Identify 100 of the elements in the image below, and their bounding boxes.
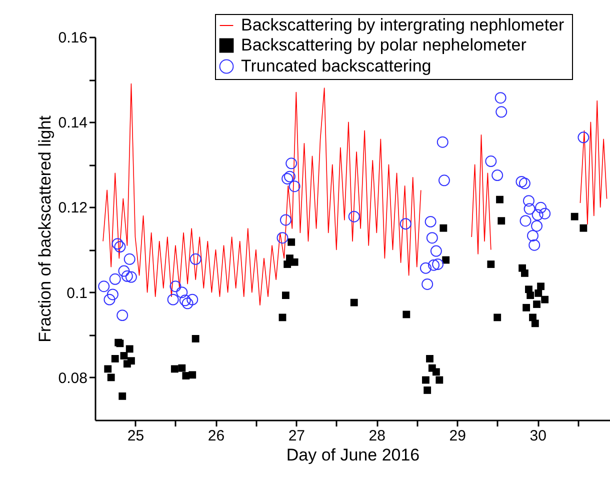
x-tick-label: 29 [449,428,466,444]
point [111,355,119,362]
point [424,386,432,394]
point [348,210,360,222]
point [531,320,539,328]
point [432,368,440,376]
point [436,376,444,384]
point [534,289,542,297]
point [430,245,442,257]
point [170,365,178,373]
point [118,265,130,277]
point [107,374,115,382]
point [288,238,296,246]
point [186,294,198,306]
point [537,282,545,290]
point [432,258,444,270]
point [104,365,112,373]
point [520,269,528,277]
point [109,273,121,285]
point [528,239,540,251]
point [170,280,182,292]
point [494,314,502,322]
point [121,270,133,282]
point [428,259,440,271]
point [426,232,438,244]
y-tick-label: 0.1 [66,284,88,302]
point [487,260,495,268]
point [492,170,504,182]
point [276,232,288,244]
x-axis-title: Day of June 2016 [286,446,420,464]
point [438,174,450,186]
point [442,256,450,264]
point [531,220,543,232]
point [282,292,290,300]
y-tick-label: 0.14 [58,114,88,132]
point [539,208,551,220]
point [118,392,126,400]
y-axis-title: Fraction of backscattered light [35,115,54,342]
point [124,253,136,265]
point [126,345,134,353]
legend-label: Truncated backscattering [241,56,432,76]
point [522,195,534,207]
point [278,314,286,322]
legend-label: Backscattering by intergrating nephlometer [241,16,565,34]
point [192,335,200,342]
point [496,106,508,118]
point [422,278,434,290]
point [400,218,412,230]
point [104,294,116,306]
point [128,357,135,365]
x-tick-label: 28 [368,428,386,444]
point [350,298,358,306]
point [520,215,532,227]
point [526,292,534,300]
y-tick-label: 0.12 [58,200,88,217]
point [179,294,191,306]
point [112,238,124,250]
point [402,310,410,318]
point [518,178,530,190]
point [106,288,118,300]
point [570,212,578,220]
point [440,224,448,232]
point [532,209,544,221]
point [436,136,448,148]
point [522,304,530,312]
point [524,203,536,215]
point [496,196,504,204]
point [426,355,434,362]
point [98,280,110,292]
point [578,132,590,144]
point [494,92,506,104]
point [541,296,549,304]
point [280,214,292,226]
point [516,176,528,188]
point [290,258,298,266]
point [190,253,202,265]
point [580,224,588,232]
point [533,300,540,308]
point [188,371,196,379]
y-tick-label: 0.08 [58,370,88,387]
point [420,262,432,274]
x-tick-label: 25 [127,428,144,444]
point [176,286,188,298]
y-tick-label: 0.16 [58,30,88,46]
point [114,241,126,253]
point [182,298,194,310]
point [498,217,506,225]
legend-label: Backscattering by polar nephelometer [241,36,527,54]
point [178,364,186,372]
point [424,216,436,228]
point [167,294,179,306]
point [125,271,137,283]
point [535,202,547,214]
point [288,180,300,192]
x-tick-label: 30 [530,428,546,444]
x-tick-label: 26 [208,428,225,444]
point [120,352,128,360]
point [527,230,538,242]
point [422,376,430,384]
point [286,158,298,170]
